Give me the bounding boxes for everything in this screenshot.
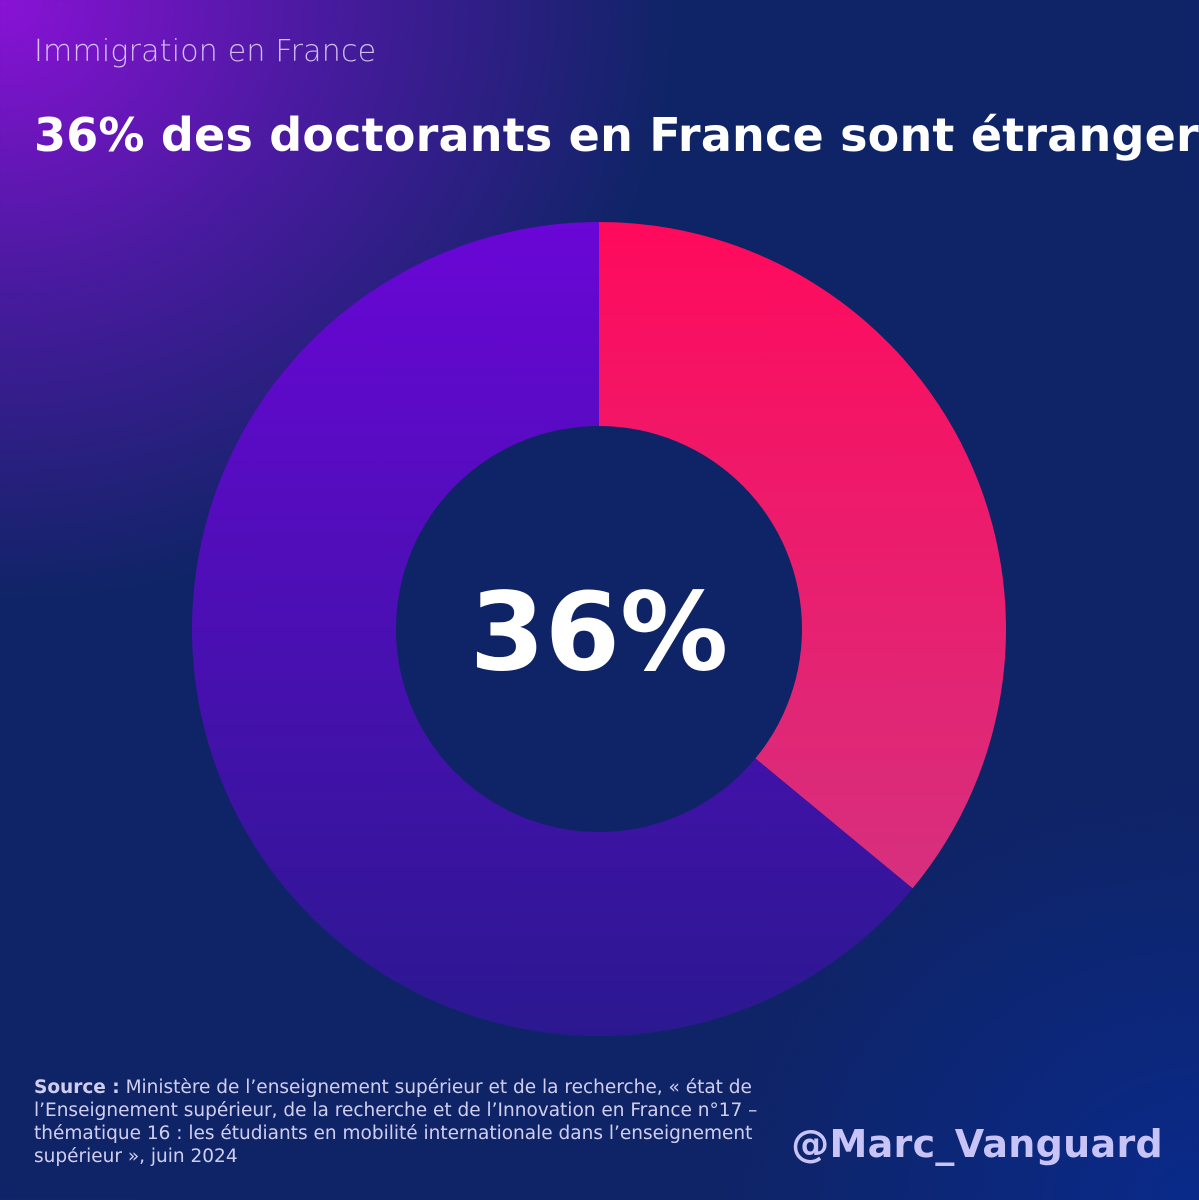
chart-title: 36% des doctorants en France sont étrang… bbox=[34, 108, 1199, 162]
source-text: Ministère de l’enseignement supérieur et… bbox=[34, 1077, 758, 1167]
chart-kicker: Immigration en France bbox=[34, 34, 377, 69]
source-note: Source : Ministère de l’enseignement sup… bbox=[34, 1076, 814, 1168]
source-label: Source : bbox=[34, 1077, 120, 1098]
donut-center-label: 36% bbox=[470, 571, 729, 696]
author-handle: @Marc_Vanguard bbox=[791, 1122, 1163, 1166]
donut-hole bbox=[396, 426, 802, 832]
donut-slice-1 bbox=[599, 222, 1006, 889]
